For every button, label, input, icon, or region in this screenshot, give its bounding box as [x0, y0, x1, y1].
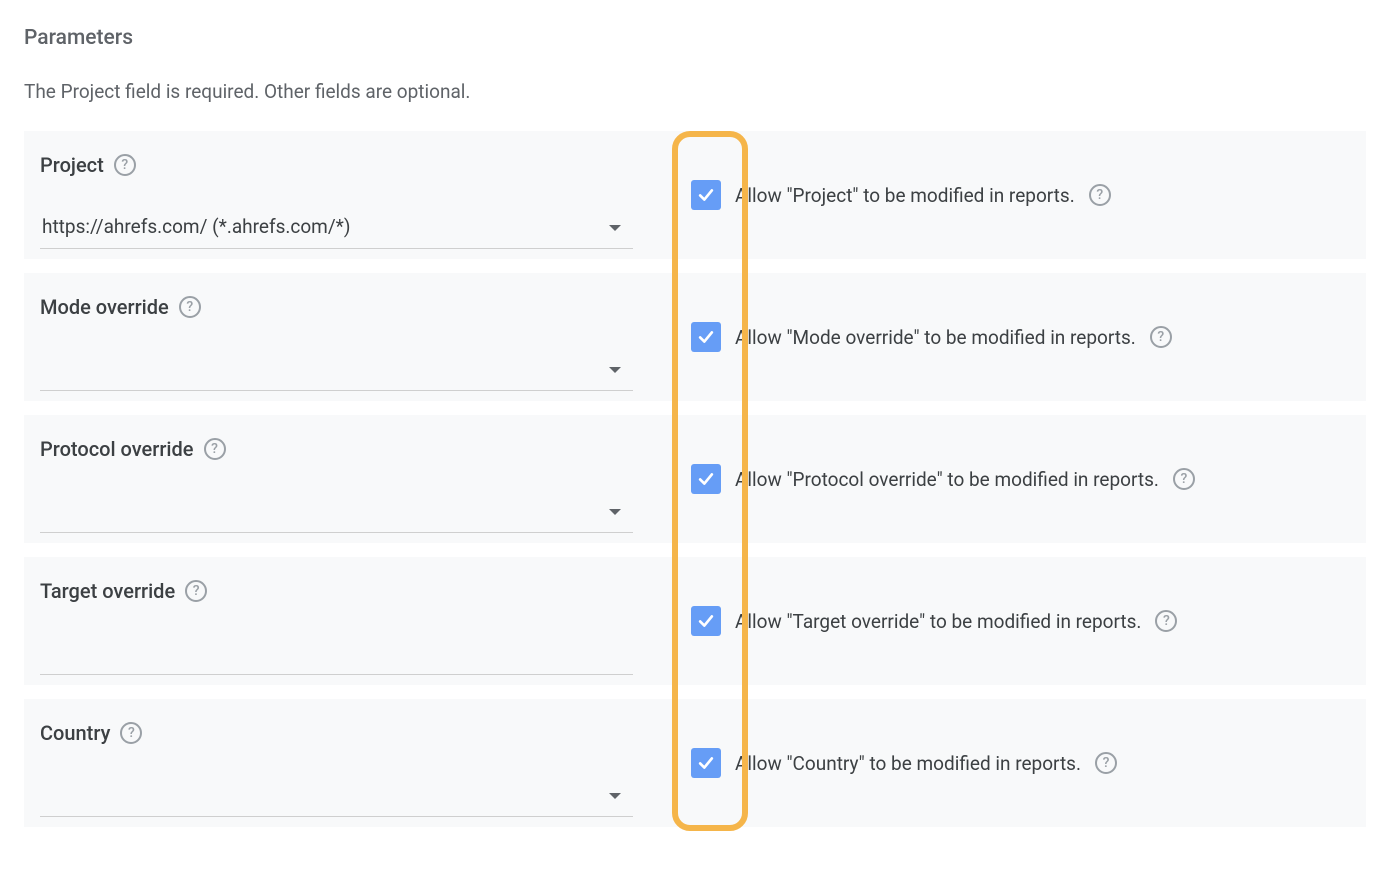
- project-select[interactable]: https://ahrefs.com/ (*.ahrefs.com/*): [40, 207, 633, 249]
- param-row-mode-override: Mode override Allow "Mode override" to b…: [24, 273, 1366, 401]
- mode-override-select-value: [40, 369, 609, 371]
- help-icon[interactable]: [1173, 468, 1195, 490]
- parameters-list: Project https://ahrefs.com/ (*.ahrefs.co…: [24, 131, 1366, 827]
- param-row-target-override: Target override Allow "Target override" …: [24, 557, 1366, 685]
- help-icon[interactable]: [114, 154, 136, 176]
- chevron-down-icon: [609, 509, 621, 515]
- param-label-country: Country: [40, 721, 110, 745]
- help-icon[interactable]: [179, 296, 201, 318]
- project-select-value: https://ahrefs.com/ (*.ahrefs.com/*): [40, 215, 609, 240]
- help-icon[interactable]: [1095, 752, 1117, 774]
- allow-modify-label-mode-override: Allow "Mode override" to be modified in …: [735, 326, 1136, 349]
- country-select-value: [40, 795, 609, 797]
- allow-modify-checkbox-country[interactable]: [691, 748, 721, 778]
- mode-override-select[interactable]: [40, 349, 633, 391]
- chevron-down-icon: [609, 793, 621, 799]
- help-icon[interactable]: [120, 722, 142, 744]
- protocol-override-select-value: [40, 511, 609, 513]
- param-label-protocol-override: Protocol override: [40, 437, 194, 461]
- chevron-down-icon: [609, 367, 621, 373]
- check-icon: [696, 753, 716, 773]
- allow-modify-label-protocol-override: Allow "Protocol override" to be modified…: [735, 468, 1159, 491]
- param-label-mode-override: Mode override: [40, 295, 169, 319]
- check-icon: [696, 327, 716, 347]
- allow-modify-checkbox-protocol-override[interactable]: [691, 464, 721, 494]
- help-icon[interactable]: [1150, 326, 1172, 348]
- param-row-country: Country Allow "Country" to be modified i…: [24, 699, 1366, 827]
- check-icon: [696, 611, 716, 631]
- help-icon[interactable]: [1155, 610, 1177, 632]
- check-icon: [696, 185, 716, 205]
- country-select[interactable]: [40, 775, 633, 817]
- parameters-heading: Parameters: [24, 26, 1366, 50]
- chevron-down-icon: [609, 225, 621, 231]
- allow-modify-label-target-override: Allow "Target override" to be modified i…: [735, 610, 1141, 633]
- allow-modify-label-project: Allow "Project" to be modified in report…: [735, 184, 1075, 207]
- param-label-project: Project: [40, 153, 104, 177]
- param-row-protocol-override: Protocol override Allow "Protocol overri…: [24, 415, 1366, 543]
- param-row-project: Project https://ahrefs.com/ (*.ahrefs.co…: [24, 131, 1366, 259]
- allow-modify-checkbox-mode-override[interactable]: [691, 322, 721, 352]
- allow-modify-checkbox-project[interactable]: [691, 180, 721, 210]
- help-icon[interactable]: [204, 438, 226, 460]
- help-icon[interactable]: [1089, 184, 1111, 206]
- param-label-target-override: Target override: [40, 579, 175, 603]
- target-override-input[interactable]: [40, 642, 633, 666]
- allow-modify-label-country: Allow "Country" to be modified in report…: [735, 752, 1081, 775]
- check-icon: [696, 469, 716, 489]
- allow-modify-checkbox-target-override[interactable]: [691, 606, 721, 636]
- protocol-override-select[interactable]: [40, 491, 633, 533]
- help-icon[interactable]: [185, 580, 207, 602]
- parameters-description: The Project field is required. Other fie…: [24, 80, 1366, 103]
